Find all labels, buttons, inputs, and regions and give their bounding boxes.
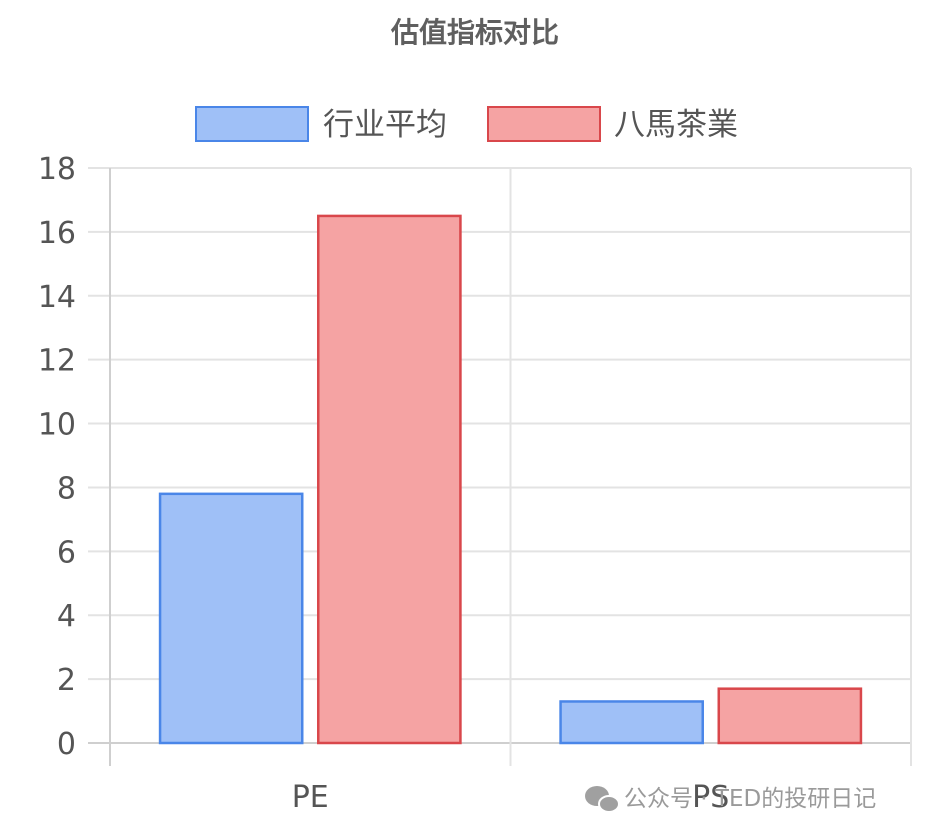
y-tick-label: 2 <box>57 663 76 698</box>
bars <box>158 214 863 745</box>
y-tick-label: 14 <box>38 280 76 315</box>
x-tick-label: PS <box>692 780 729 815</box>
legend-label-series-1: 行业平均 <box>323 107 447 143</box>
legend: 行业平均 八馬茶業 <box>195 106 738 143</box>
x-axis-labels: PE PS <box>292 780 730 815</box>
legend-swatch-series-1 <box>195 106 309 142</box>
x-tick-label: PE <box>292 780 329 815</box>
watermark-text: 公众号 · TED的投研日记 <box>624 786 876 812</box>
y-tick-label: 10 <box>38 408 76 443</box>
chart-title: 估值指标对比 <box>390 16 559 49</box>
bar <box>559 700 704 745</box>
y-tick-label: 8 <box>57 471 76 506</box>
y-tick-label: 0 <box>57 727 76 762</box>
bar <box>158 492 304 745</box>
legend-swatch-series-2 <box>487 106 601 142</box>
wechat-icon <box>585 786 620 813</box>
y-tick-label: 18 <box>38 152 76 187</box>
y-tick-label: 6 <box>57 535 76 570</box>
y-tick-label: 12 <box>38 344 76 379</box>
bar <box>317 214 462 745</box>
legend-label-series-2: 八馬茶業 <box>614 107 738 143</box>
bar <box>717 687 863 745</box>
y-tick-label: 16 <box>38 216 76 251</box>
watermark: 公众号 · TED的投研日记 <box>585 786 876 813</box>
y-axis-ticks: 0 2 4 6 8 10 12 14 16 18 <box>38 152 76 762</box>
y-tick-label: 4 <box>57 599 76 634</box>
